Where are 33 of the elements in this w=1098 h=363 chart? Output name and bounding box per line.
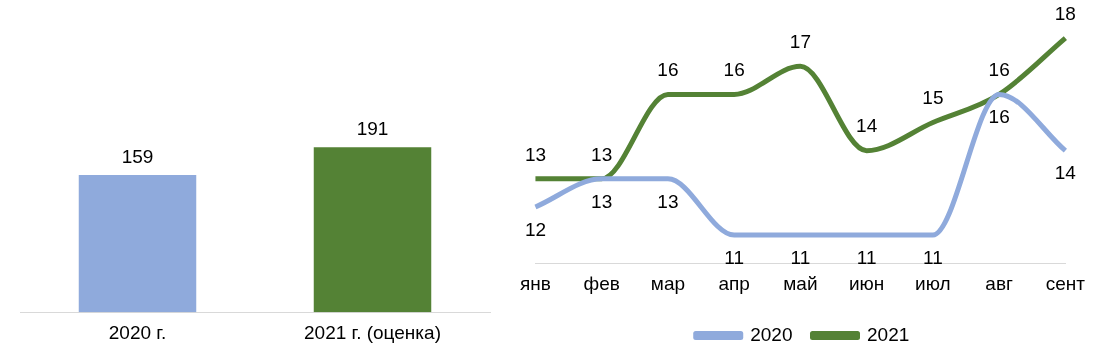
data-label: 11 (856, 246, 877, 268)
data-label: 159 (121, 145, 154, 167)
data-label: 11 (790, 246, 811, 268)
x-tick-label: авг (985, 272, 1013, 294)
legend-label: 2020 (750, 323, 793, 345)
data-label: 11 (724, 246, 745, 268)
data-label: 14 (1054, 162, 1077, 184)
data-label: 12 (524, 218, 547, 240)
data-label: 16 (988, 59, 1010, 81)
legend-label: 2021 (867, 323, 910, 345)
x-tick-label: 2021 г. (оценка) (304, 321, 441, 343)
data-label: 18 (1054, 2, 1076, 24)
x-tick-label: мар (650, 272, 686, 294)
x-tick-label: сент (1045, 272, 1086, 294)
x-tick-label: июл (915, 272, 951, 294)
x-tick-label: май (783, 272, 818, 294)
data-label: 16 (657, 59, 679, 81)
x-tick-label: янв (520, 272, 551, 294)
x-tick-label: апр (718, 272, 750, 294)
x-tick-label: фев (583, 272, 620, 294)
x-tick-label: июн (848, 272, 885, 294)
data-label: 13 (524, 143, 547, 165)
data-label: 191 (356, 118, 389, 140)
data-label: 13 (591, 190, 613, 212)
x-tick-label: 2020 г. (108, 321, 167, 343)
data-label: 13 (657, 190, 679, 212)
data-label: 11 (923, 246, 943, 268)
data-label: 15 (922, 87, 944, 109)
data-label: 14 (856, 115, 878, 137)
data-label: 16 (988, 106, 1010, 128)
data-label: 17 (789, 31, 811, 52)
data-label: 13 (591, 143, 613, 165)
data-label: 16 (723, 59, 745, 81)
